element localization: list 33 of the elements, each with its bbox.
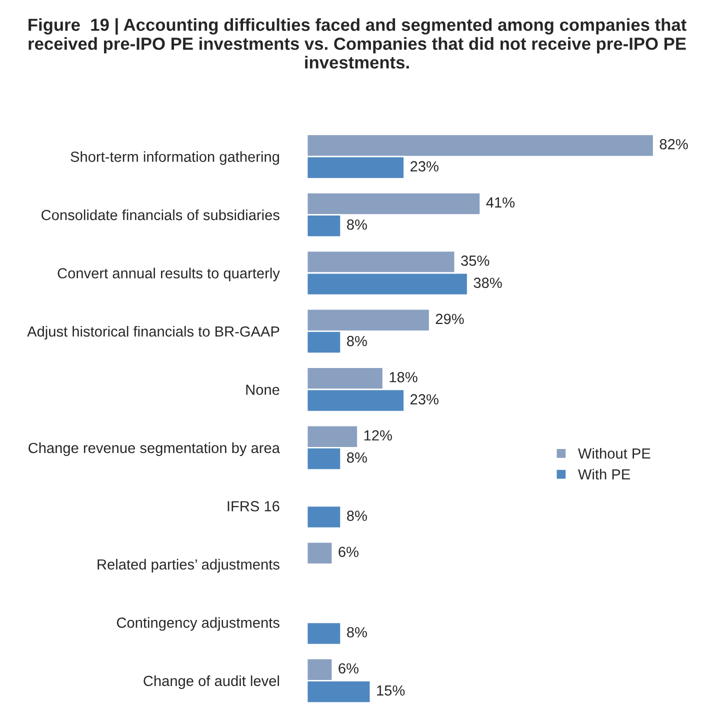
y-tick-label: Consolidate financials of subsidiaries (42, 209, 280, 220)
y-tick-label: Change of audit level (144, 675, 279, 689)
data-label: 29% (436, 314, 464, 324)
bar (307, 541, 334, 565)
data-label: 82% (660, 139, 688, 150)
y-tick-label: None (246, 384, 280, 395)
y-tick-label: Convert annual results to quarterly (58, 268, 280, 282)
bar (307, 505, 342, 529)
data-label: 8% (347, 627, 367, 638)
chart-title: Figure 19 | Accounting difficulties faced and segmented among companies that received pre-IPO PE investments vs. Companies that did not receive pre-IPO PE investments. (28, 18, 686, 69)
y-tick-label: Adjust historical financials to BR-GAAP (27, 326, 280, 340)
data-label: 8% (347, 510, 367, 521)
y-tick-label: IFRS 16 (228, 501, 280, 512)
data-label: 35% (461, 256, 490, 266)
y-tick-label: Short-term information gathering (70, 151, 280, 165)
legend-label: With PE (578, 468, 630, 480)
data-label: 38% (474, 278, 502, 288)
data-label: 12% (364, 430, 392, 441)
data-label: 6% (338, 546, 358, 558)
data-label: 6% (338, 663, 358, 674)
data-label: 8% (347, 452, 367, 463)
data-label: 8% (347, 336, 367, 346)
data-label: 15% (377, 685, 405, 696)
data-label: 18% (390, 372, 418, 382)
y-tick-label: Change revenue segmentation by area (28, 442, 280, 456)
data-label: 23% (410, 161, 438, 172)
bar (307, 622, 342, 646)
legend-label: Without PE (578, 448, 650, 459)
data-label: 8% (347, 219, 367, 230)
data-label: 41% (486, 197, 515, 208)
data-label: 23% (410, 394, 438, 404)
y-tick-label: Contingency adjustments (116, 617, 280, 631)
y-tick-label: Related parties’ adjustments (98, 558, 280, 573)
